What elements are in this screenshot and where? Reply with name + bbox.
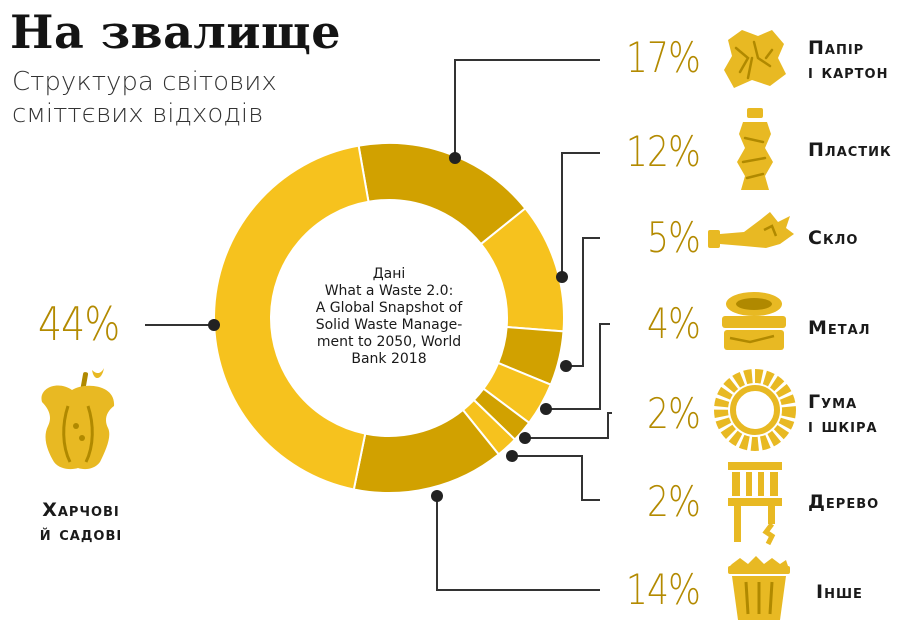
leader-line-other (436, 496, 600, 591)
source-line: A Global Snapshot of (315, 300, 463, 316)
leader-dot-plastic (556, 271, 568, 283)
category-paper: Папір і картон (808, 37, 889, 83)
source-line: Bank 2018 (351, 351, 427, 367)
leader-dot-rubber (519, 432, 531, 444)
category-rubber: Гума і шкіра (808, 391, 878, 437)
leader-line-metal (546, 323, 610, 410)
wooden-chair-icon (728, 462, 782, 546)
donut-slices (213, 142, 565, 494)
leader-dot-other (431, 490, 443, 502)
tin-can-icon (722, 292, 786, 350)
crumpled-paper-icon (724, 30, 786, 88)
leader-line-plastic (561, 152, 600, 277)
slice-food (213, 144, 370, 491)
trash-bin-icon (728, 556, 790, 620)
broken-bottle-icon (708, 212, 794, 248)
leader-lines (145, 59, 612, 591)
apple-core-icon (41, 368, 115, 470)
slice-label-plastic: 12% (625, 127, 701, 176)
category-other: Інше (816, 581, 863, 603)
slice-label-food: 44% (38, 297, 120, 351)
category-metal: Метал (808, 317, 871, 339)
leader-dot-glass (560, 360, 572, 372)
page-subtitle: Структура світових сміттєвих відходів (12, 67, 277, 129)
leader-dot-metal (540, 403, 552, 415)
category-plastic: Пластик (808, 139, 892, 161)
category-food: Харчові й садові (39, 499, 123, 545)
leader-line-glass (566, 237, 600, 367)
leader-dot-paper (449, 152, 461, 164)
slice-label-other: 14% (625, 565, 701, 614)
slice-label-paper: 17% (625, 33, 701, 82)
tire-icon (714, 369, 796, 451)
category-wood: Дерево (808, 491, 880, 513)
slice-label-wood: 2% (646, 477, 701, 526)
source-line: What a Waste 2.0: (324, 283, 454, 299)
leader-dot-wood (506, 450, 518, 462)
slice-label-rubber: 2% (646, 389, 701, 438)
source-line: ment to 2050, World (316, 334, 462, 350)
source-line: Дані (372, 266, 406, 282)
slice-label-glass: 5% (646, 213, 701, 262)
leader-line-wood (512, 455, 600, 501)
leader-line-paper (454, 59, 600, 158)
plastic-bottle-icon (737, 108, 773, 190)
source-note: Дані What a Waste 2.0: A Global Snapshot… (300, 266, 478, 368)
slice-label-metal: 4% (646, 299, 701, 348)
source-line: Solid Waste Manage- (315, 317, 463, 333)
category-glass: Скло (808, 227, 859, 249)
leader-line-rubber (525, 412, 612, 439)
page-title: На звалище (10, 5, 341, 59)
leader-dot-food (208, 319, 220, 331)
